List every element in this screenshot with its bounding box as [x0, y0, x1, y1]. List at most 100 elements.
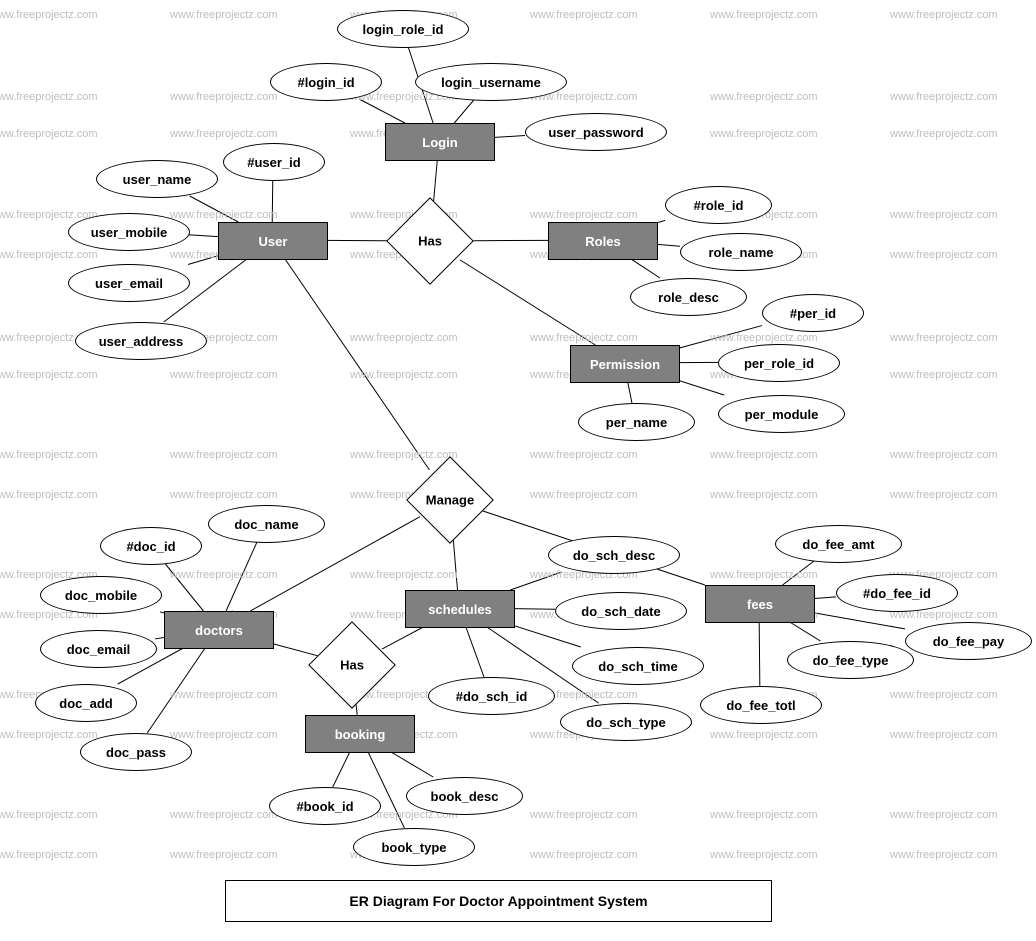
- attribute-per-role-id: per_role_id: [718, 344, 840, 382]
- attribute-do-sch-type: do_sch_type: [560, 703, 692, 741]
- diagram-title: ER Diagram For Doctor Appointment System: [225, 880, 772, 922]
- watermark: www.freeprojectz.com: [710, 569, 818, 581]
- watermark: www.freeprojectz.com: [170, 449, 278, 461]
- attribute-label: per_role_id: [744, 356, 814, 371]
- attribute-role-name: role_name: [680, 233, 802, 271]
- watermark: www.freeprojectz.com: [890, 369, 998, 381]
- attribute-label: per_module: [745, 407, 819, 422]
- watermark: www.freeprojectz.com: [890, 9, 998, 21]
- watermark: www.freeprojectz.com: [710, 449, 818, 461]
- entity-label: booking: [335, 727, 386, 742]
- attribute-label: user_email: [95, 276, 163, 291]
- attribute-book-desc: book_desc: [406, 777, 523, 815]
- watermark: www.freeprojectz.com: [890, 91, 998, 103]
- watermark: www.freeprojectz.com: [350, 332, 458, 344]
- watermark: www.freeprojectz.com: [890, 449, 998, 461]
- watermark: www.freeprojectz.com: [710, 809, 818, 821]
- entity-label: fees: [747, 597, 773, 612]
- entity-label: Roles: [585, 234, 620, 249]
- attribute-doc-add: doc_add: [35, 684, 137, 722]
- attribute-do-sch-desc: do_sch_desc: [548, 536, 680, 574]
- relation-manage: Manage: [420, 470, 480, 530]
- watermark: www.freeprojectz.com: [890, 332, 998, 344]
- watermark: www.freeprojectz.com: [0, 369, 98, 381]
- watermark: www.freeprojectz.com: [170, 489, 278, 501]
- attribute--do-sch-id: #do_sch_id: [428, 677, 555, 715]
- attribute-login-role-id: login_role_id: [337, 10, 469, 48]
- watermark: www.freeprojectz.com: [350, 449, 458, 461]
- watermark: www.freeprojectz.com: [0, 489, 98, 501]
- entity-booking: booking: [305, 715, 415, 753]
- attribute-doc-name: doc_name: [208, 505, 325, 543]
- watermark: www.freeprojectz.com: [170, 809, 278, 821]
- attribute-label: do_sch_type: [586, 715, 665, 730]
- watermark: www.freeprojectz.com: [530, 209, 638, 221]
- watermark: www.freeprojectz.com: [0, 128, 98, 140]
- entity-fees: fees: [705, 585, 815, 623]
- watermark: www.freeprojectz.com: [890, 209, 998, 221]
- attribute-label: #do_sch_id: [456, 689, 528, 704]
- attribute-do-fee-totl: do_fee_totl: [700, 686, 822, 724]
- watermark: www.freeprojectz.com: [350, 369, 458, 381]
- watermark: www.freeprojectz.com: [890, 849, 998, 861]
- entity-label: Login: [422, 135, 457, 150]
- attribute-label: role_desc: [658, 290, 719, 305]
- entity-label: Permission: [590, 357, 660, 372]
- entity-user: User: [218, 222, 328, 260]
- watermark: www.freeprojectz.com: [0, 9, 98, 21]
- attribute-doc-email: doc_email: [40, 630, 157, 668]
- relation-label: Has: [340, 658, 364, 673]
- attribute-label: doc_add: [59, 696, 112, 711]
- attribute-role-desc: role_desc: [630, 278, 747, 316]
- attribute-user-name: user_name: [96, 160, 218, 198]
- watermark: www.freeprojectz.com: [170, 91, 278, 103]
- watermark: www.freeprojectz.com: [890, 489, 998, 501]
- relation-label: Has: [418, 234, 442, 249]
- entity-label: schedules: [428, 602, 492, 617]
- watermark: www.freeprojectz.com: [170, 9, 278, 21]
- attribute-label: role_name: [708, 245, 773, 260]
- attribute--per-id: #per_id: [762, 294, 864, 332]
- attribute-label: doc_name: [234, 517, 298, 532]
- attribute-label: do_fee_type: [813, 653, 889, 668]
- attribute-do-fee-amt: do_fee_amt: [775, 525, 902, 563]
- attribute-do-sch-time: do_sch_time: [572, 647, 704, 685]
- watermark: www.freeprojectz.com: [890, 249, 998, 261]
- attribute-label: #doc_id: [126, 539, 175, 554]
- attribute-label: book_type: [381, 840, 446, 855]
- attribute-label: do_fee_totl: [726, 698, 795, 713]
- entity-doctors: doctors: [164, 611, 274, 649]
- watermark: www.freeprojectz.com: [0, 91, 98, 103]
- watermark: www.freeprojectz.com: [170, 209, 278, 221]
- watermark: www.freeprojectz.com: [170, 569, 278, 581]
- attribute-doc-pass: doc_pass: [80, 733, 192, 771]
- attribute-do-sch-date: do_sch_date: [555, 592, 687, 630]
- watermark: www.freeprojectz.com: [890, 809, 998, 821]
- watermark: www.freeprojectz.com: [710, 489, 818, 501]
- watermark: www.freeprojectz.com: [0, 249, 98, 261]
- attribute-label: login_username: [441, 75, 541, 90]
- attribute-doc-mobile: doc_mobile: [40, 576, 162, 614]
- attribute-label: user_address: [99, 334, 184, 349]
- watermark: www.freeprojectz.com: [530, 849, 638, 861]
- attribute-label: #book_id: [296, 799, 353, 814]
- attribute-label: doc_email: [67, 642, 131, 657]
- watermark: www.freeprojectz.com: [890, 689, 998, 701]
- watermark: www.freeprojectz.com: [170, 128, 278, 140]
- attribute-label: user_mobile: [91, 225, 168, 240]
- watermark: www.freeprojectz.com: [530, 332, 638, 344]
- attribute-login-username: login_username: [415, 63, 567, 101]
- attribute-label: do_sch_time: [598, 659, 677, 674]
- attribute-label: #do_fee_id: [863, 586, 931, 601]
- attribute--book-id: #book_id: [269, 787, 381, 825]
- watermark: www.freeprojectz.com: [0, 809, 98, 821]
- watermark: www.freeprojectz.com: [170, 729, 278, 741]
- watermark: www.freeprojectz.com: [350, 569, 458, 581]
- watermark: www.freeprojectz.com: [170, 369, 278, 381]
- watermark: www.freeprojectz.com: [710, 849, 818, 861]
- relation-has1: Has: [400, 211, 460, 271]
- attribute-label: book_desc: [431, 789, 499, 804]
- attribute--user-id: #user_id: [223, 143, 325, 181]
- attribute--role-id: #role_id: [665, 186, 772, 224]
- watermark: www.freeprojectz.com: [710, 332, 818, 344]
